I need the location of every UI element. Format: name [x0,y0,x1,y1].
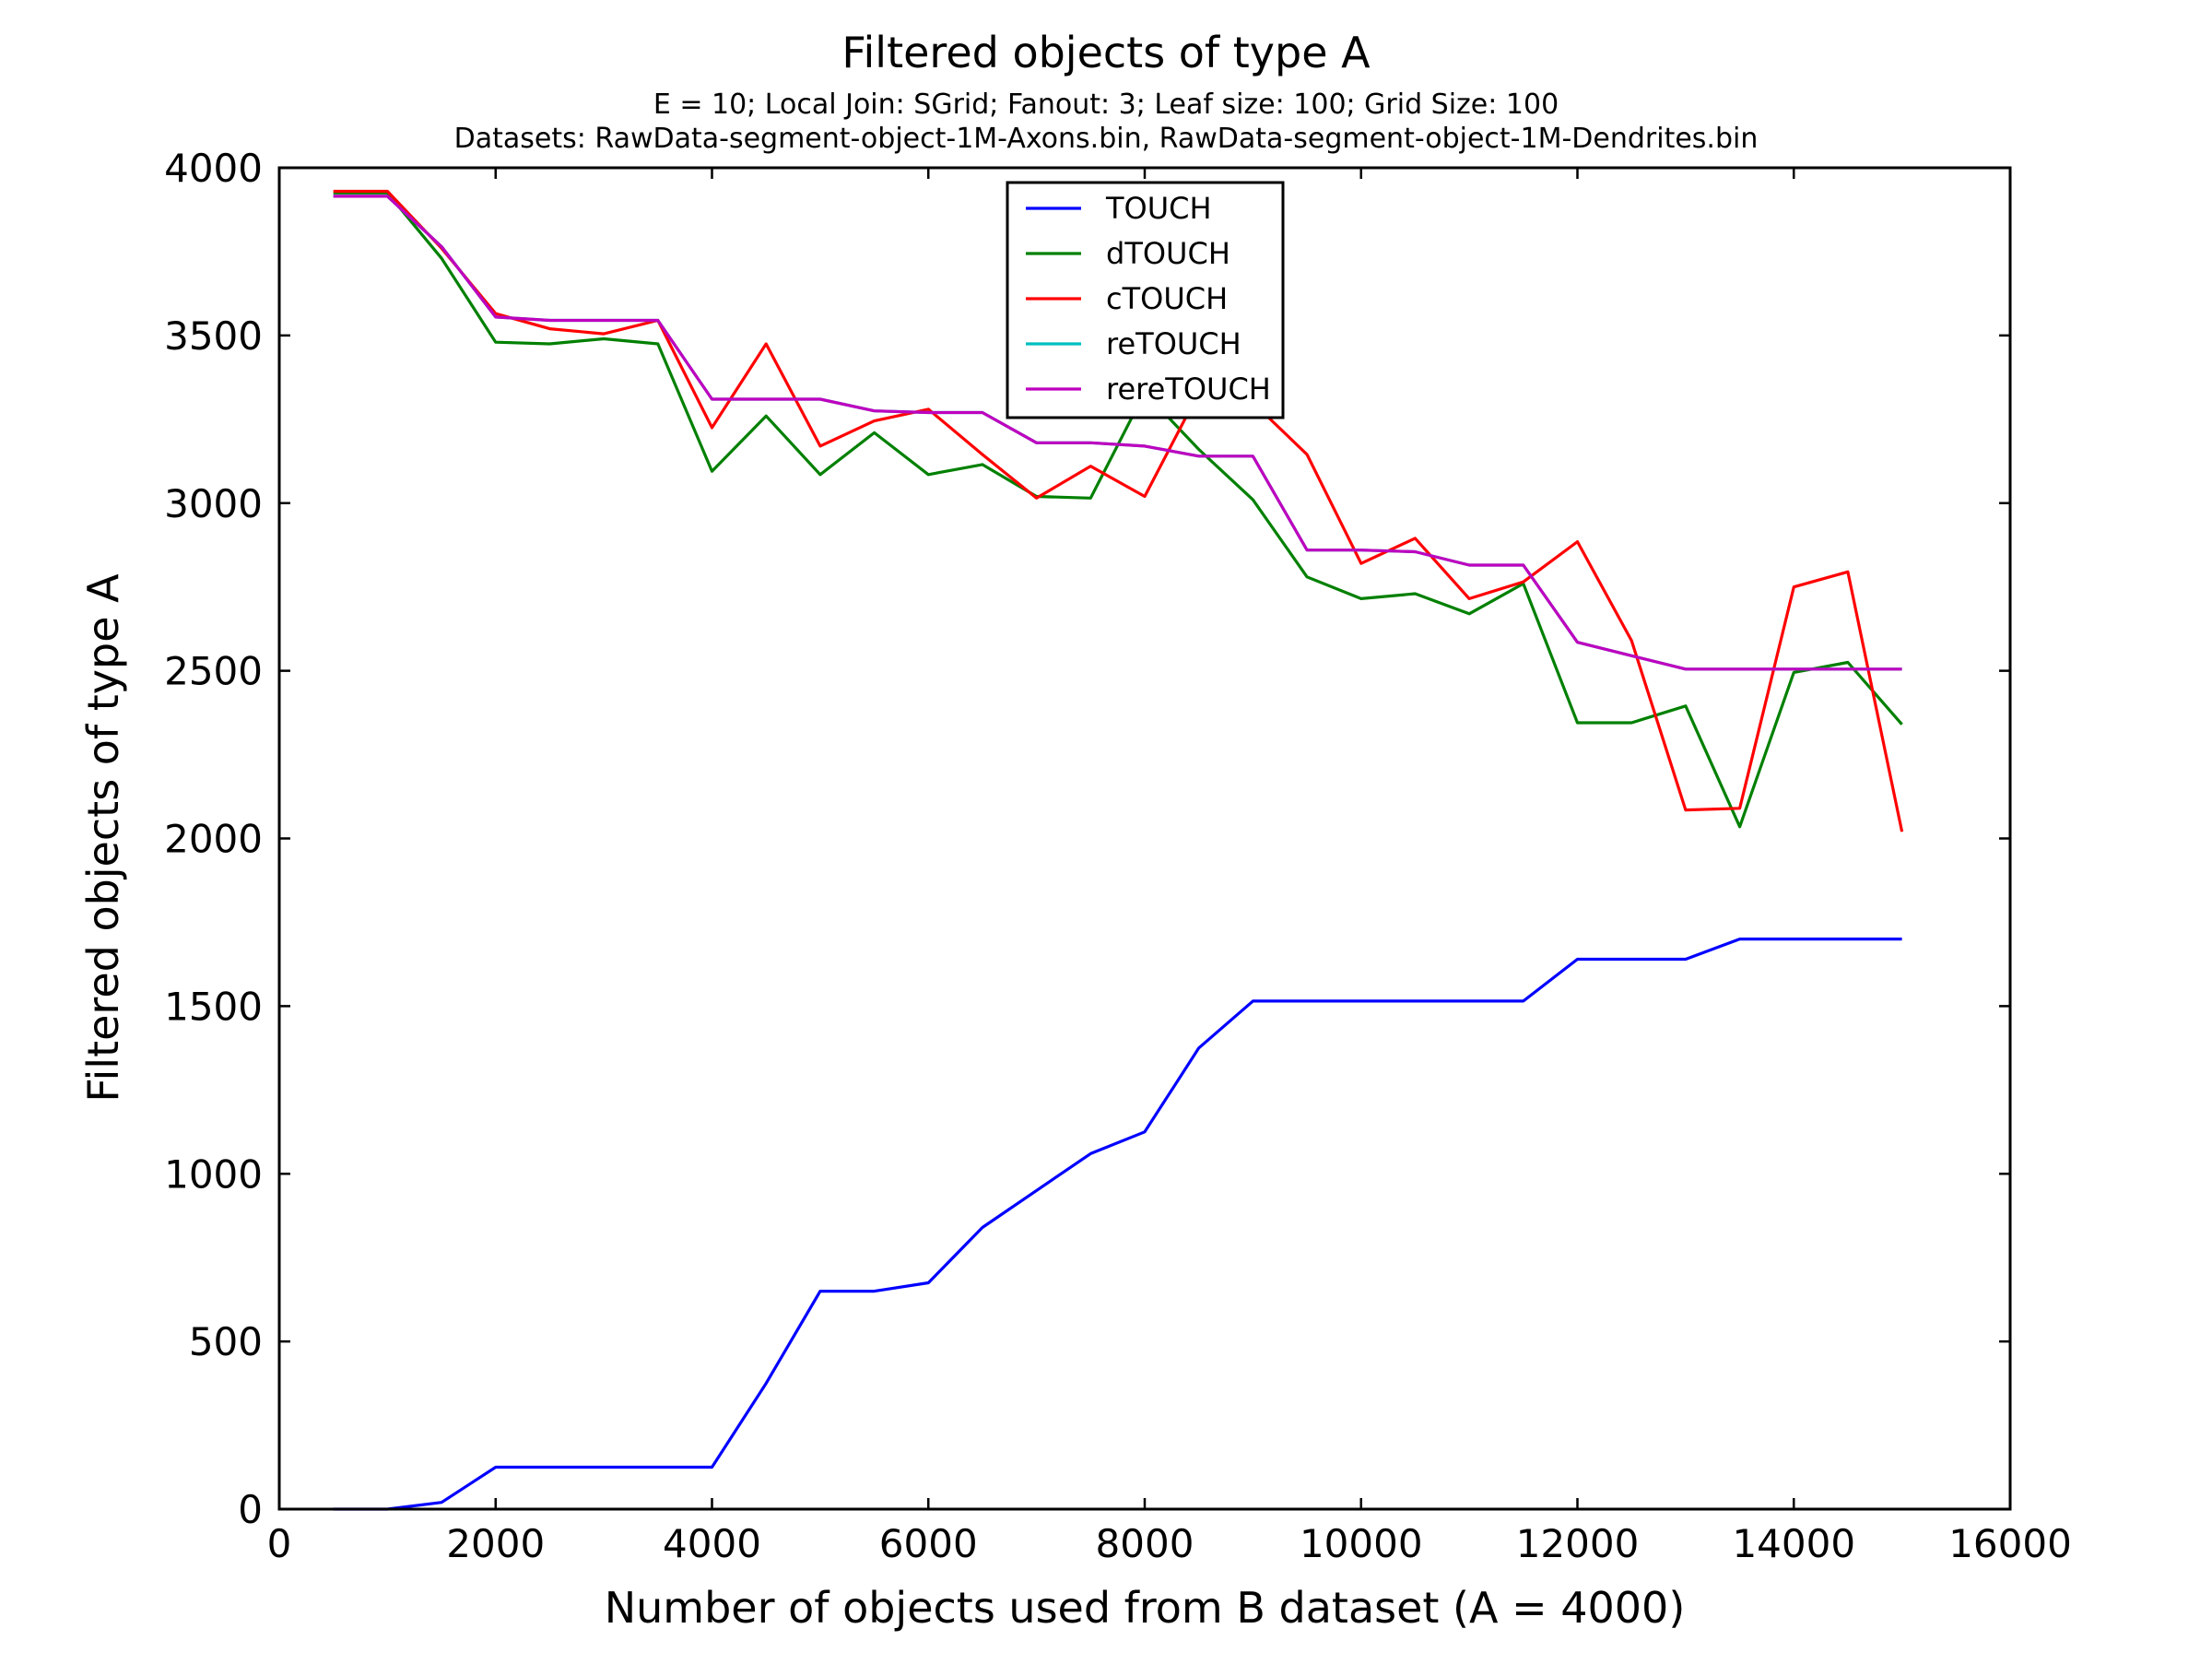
y-tick-label: 3000 [164,481,263,526]
legend: TOUCH dTOUCH cTOUCH reTOUCH rereTOUCH [1006,181,1285,419]
y-tick-label: 1000 [164,1151,263,1197]
chart-subtitle-line-2: Datasets: RawData-segment-object-1M-Axon… [454,123,1759,155]
ticks-layer: 0 2000 4000 6000 8000 10000 12000 14000 16000 0 50… [164,146,2072,1566]
chart-title: Filtered objects of type A [841,28,1371,77]
series-layer [333,189,1904,1511]
x-tick-label: 2000 [446,1521,545,1566]
y-tick-label: 1500 [164,984,263,1029]
legend-label-retouch: reTOUCH [1106,326,1241,361]
x-tick-label: 12000 [1516,1521,1640,1566]
x-axis-label: Number of objects used from B dataset (A… [605,1583,1686,1633]
x-tick-label: 16000 [1948,1521,2072,1566]
legend-label-reretouch: rereTOUCH [1106,372,1271,407]
y-tick-label: 2500 [164,649,263,694]
plot-frame [277,166,2012,1511]
series-line-ctouch [333,189,1904,832]
x-tick-label: 0 [267,1521,292,1566]
legend-label-ctouch: cTOUCH [1106,281,1228,316]
y-axis-label: Filtered objects of type A [78,573,128,1103]
legend-label-dtouch: dTOUCH [1106,236,1230,271]
legend-label-touch: TOUCH [1105,191,1212,226]
x-tick-label: 10000 [1300,1521,1423,1566]
series-line-reretouch [333,195,1902,671]
x-tick-label: 4000 [663,1521,761,1566]
y-tick-label: 500 [189,1319,263,1364]
chart-subtitle-line-1: E = 10; Local Join: SGrid; Fanout: 3; Le… [653,89,1559,121]
y-tick-label: 2000 [164,817,263,862]
y-tick-label: 4000 [164,146,263,191]
x-tick-label: 14000 [1732,1521,1855,1566]
x-tick-label: 6000 [879,1521,978,1566]
y-tick-label: 3500 [164,313,263,359]
legend-box [1006,181,1285,419]
series-line-touch [333,937,1902,1511]
y-tick-label: 0 [238,1487,263,1532]
x-tick-label: 8000 [1096,1521,1194,1566]
